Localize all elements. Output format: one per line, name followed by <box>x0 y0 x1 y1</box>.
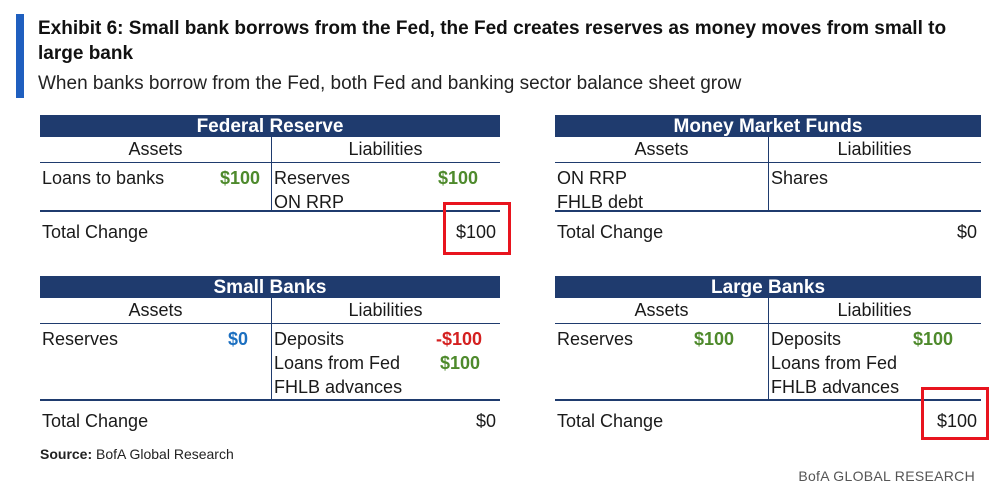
small-banks-total-row: Total Change $0 <box>40 401 500 441</box>
column-divider <box>271 298 272 400</box>
fed-column-headers: Assets Liabilities <box>40 137 500 163</box>
accent-bar <box>16 14 24 98</box>
mmf-table-header: Money Market Funds <box>555 115 981 137</box>
fed-asset-label: Loans to banks <box>42 168 165 188</box>
mmf-total-row: Total Change $0 <box>555 212 981 252</box>
large-asset-value: $100 <box>693 329 734 349</box>
total-change-label: Total Change <box>557 411 664 431</box>
large-asset-label: Reserves <box>557 329 634 349</box>
source-text: BofA Global Research <box>96 446 234 462</box>
large-liability-label: FHLB advances <box>771 377 900 397</box>
mmf-asset-label: FHLB debt <box>557 192 644 212</box>
large-banks-table-header: Large Banks <box>555 276 981 298</box>
large-liability-label: Deposits <box>771 329 842 349</box>
small-liability-value: $100 <box>439 353 480 373</box>
small-liability-label: Deposits <box>274 329 345 349</box>
large-banks-total-row: Total Change $100 <box>555 401 981 441</box>
mmf-table: Money Market Funds Assets Liabilities ON… <box>555 115 981 252</box>
source-note: Source: BofA Global Research <box>40 445 234 463</box>
fed-table-body: Loans to banks $100 Reserves $100 ON RRP <box>40 137 500 212</box>
small-asset-label: Reserves <box>42 329 119 349</box>
mmf-asset-label: ON RRP <box>557 168 628 188</box>
small-asset-value: $0 <box>227 329 248 349</box>
small-banks-total-value: $0 <box>475 411 496 431</box>
fed-table: Federal Reserve Assets Liabilities Loans… <box>40 115 500 252</box>
large-banks-total-value: $100 <box>936 411 977 431</box>
total-change-label: Total Change <box>557 222 664 242</box>
fed-liability-label: Reserves <box>274 168 351 188</box>
fed-table-header: Federal Reserve <box>40 115 500 137</box>
small-banks-table: Small Banks Assets Liabilities Reserves … <box>40 276 500 441</box>
assets-header: Assets <box>634 139 689 159</box>
assets-header: Assets <box>634 300 689 320</box>
assets-header: Assets <box>128 139 183 159</box>
mmf-table-body: ON RRP FHLB debt Shares <box>555 137 981 212</box>
source-label: Source: <box>40 446 93 462</box>
mmf-total-value: $0 <box>956 222 977 242</box>
column-divider <box>768 137 769 211</box>
large-liability-value: $100 <box>912 329 953 349</box>
small-banks-table-body: Reserves $0 Deposits -$100 Loans from Fe… <box>40 298 500 401</box>
large-liability-label: Loans from Fed <box>771 353 898 373</box>
liabilities-header: Liabilities <box>837 300 912 320</box>
fed-total-row: Total Change $100 <box>40 212 500 252</box>
brand-footer: BofA GLOBAL RESEARCH <box>798 468 975 484</box>
total-change-label: Total Change <box>42 222 149 242</box>
mmf-liability-label: Shares <box>771 168 829 188</box>
fed-liability-label: ON RRP <box>274 192 345 212</box>
total-change-label: Total Change <box>42 411 149 431</box>
small-liability-value: -$100 <box>435 329 482 349</box>
small-liability-label: FHLB advances <box>274 377 403 397</box>
column-divider <box>768 298 769 400</box>
liabilities-header: Liabilities <box>348 300 423 320</box>
large-banks-table: Large Banks Assets Liabilities Reserves … <box>555 276 981 441</box>
exhibit-subtitle: When banks borrow from the Fed, both Fed… <box>38 73 742 94</box>
large-banks-total-highlight-box <box>921 387 989 440</box>
liabilities-header: Liabilities <box>837 139 912 159</box>
exhibit-title: Exhibit 6: Small bank borrows from the F… <box>38 18 947 64</box>
fed-total-highlight-box <box>443 202 511 255</box>
small-liability-label: Loans from Fed <box>274 353 401 373</box>
assets-header: Assets <box>128 300 183 320</box>
column-divider <box>271 137 272 211</box>
fed-liability-value: $100 <box>437 168 478 188</box>
fed-total-value: $100 <box>455 222 496 242</box>
small-banks-column-headers: Assets Liabilities <box>40 298 500 324</box>
small-banks-table-header: Small Banks <box>40 276 500 298</box>
fed-asset-value: $100 <box>219 168 260 188</box>
liabilities-header: Liabilities <box>348 139 423 159</box>
large-banks-table-body: Reserves $100 Deposits $100 Loans from F… <box>555 298 981 401</box>
